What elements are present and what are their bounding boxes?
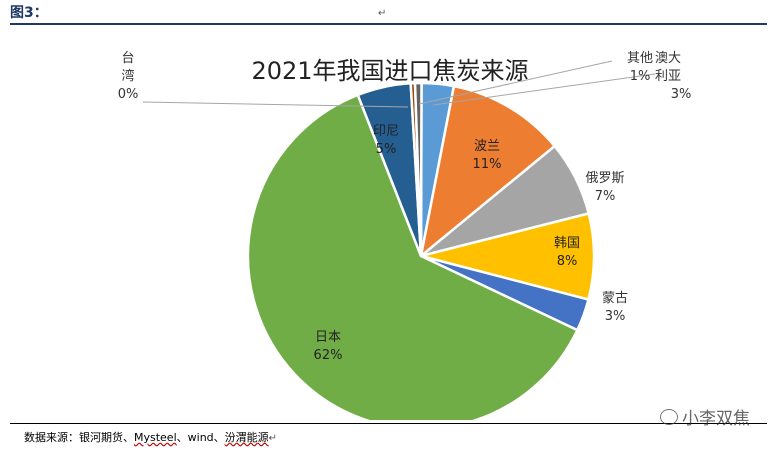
slice-value-label-8: 1%: [630, 69, 651, 84]
chart-title: 2021年我国进口焦炭来源: [251, 57, 528, 85]
slice-name-label-7: 湾: [121, 68, 134, 84]
pie-slices: [246, 81, 596, 420]
leader-line-0: [432, 73, 656, 106]
source-note: 数据来源：银河期货、Mysteel、wind、汾渭能源↵: [24, 429, 277, 445]
slice-name-label-2: 俄罗斯: [585, 171, 624, 186]
slice-name-label-3: 韩国: [554, 236, 580, 251]
leader-line-7: [142, 101, 409, 108]
source-item: wind: [187, 431, 214, 444]
source-item: 银河期货: [79, 431, 123, 444]
source-prefix: 数据来源：: [24, 431, 79, 444]
slice-name-label-6: 印尼: [373, 124, 399, 139]
slice-value-label-6: 5%: [376, 142, 397, 157]
slice-value-label-4: 3%: [605, 309, 626, 324]
slice-name-label-5: 日本: [315, 330, 341, 345]
slice-name-label-7: 台: [121, 51, 134, 66]
slice-name-label-0: 澳大: [655, 50, 681, 66]
source-item: 汾渭能源: [224, 431, 269, 444]
paragraph-mark: ↵: [378, 8, 387, 19]
slice-value-label-1: 11%: [473, 157, 502, 172]
slice-name-label-8: 其他: [627, 51, 653, 66]
figure-label: 图3：: [10, 5, 48, 21]
slice-value-label-2: 7%: [595, 189, 616, 204]
slice-value-label-7: 0%: [118, 87, 139, 102]
pie-slice-5: [246, 93, 579, 420]
slice-value-label-5: 62%: [314, 348, 343, 363]
slice-name-label-4: 蒙古: [602, 291, 628, 306]
slice-value-label-3: 8%: [557, 254, 578, 269]
watermark-text: 小李双焦: [682, 409, 750, 429]
source-item: Mysteel: [134, 431, 177, 444]
leader-lines: [142, 60, 656, 108]
watermark: 小李双焦: [660, 404, 750, 429]
source-sep: 、: [123, 431, 134, 444]
top-divider: [10, 23, 767, 25]
wechat-icon: [660, 408, 678, 425]
slice-value-label-0: 3%: [671, 87, 692, 102]
leader-line-8: [418, 60, 613, 105]
paragraph-mark: ↵: [268, 433, 278, 444]
slice-name-label-0: 利亚: [655, 69, 681, 84]
bottom-divider: [10, 423, 767, 424]
source-sep: 、: [176, 431, 188, 444]
slice-name-label-1: 波兰: [474, 139, 500, 154]
pie-slice-1: [419, 84, 557, 260]
source-sep: 、: [213, 431, 225, 444]
pie-slice-8: [413, 81, 423, 257]
